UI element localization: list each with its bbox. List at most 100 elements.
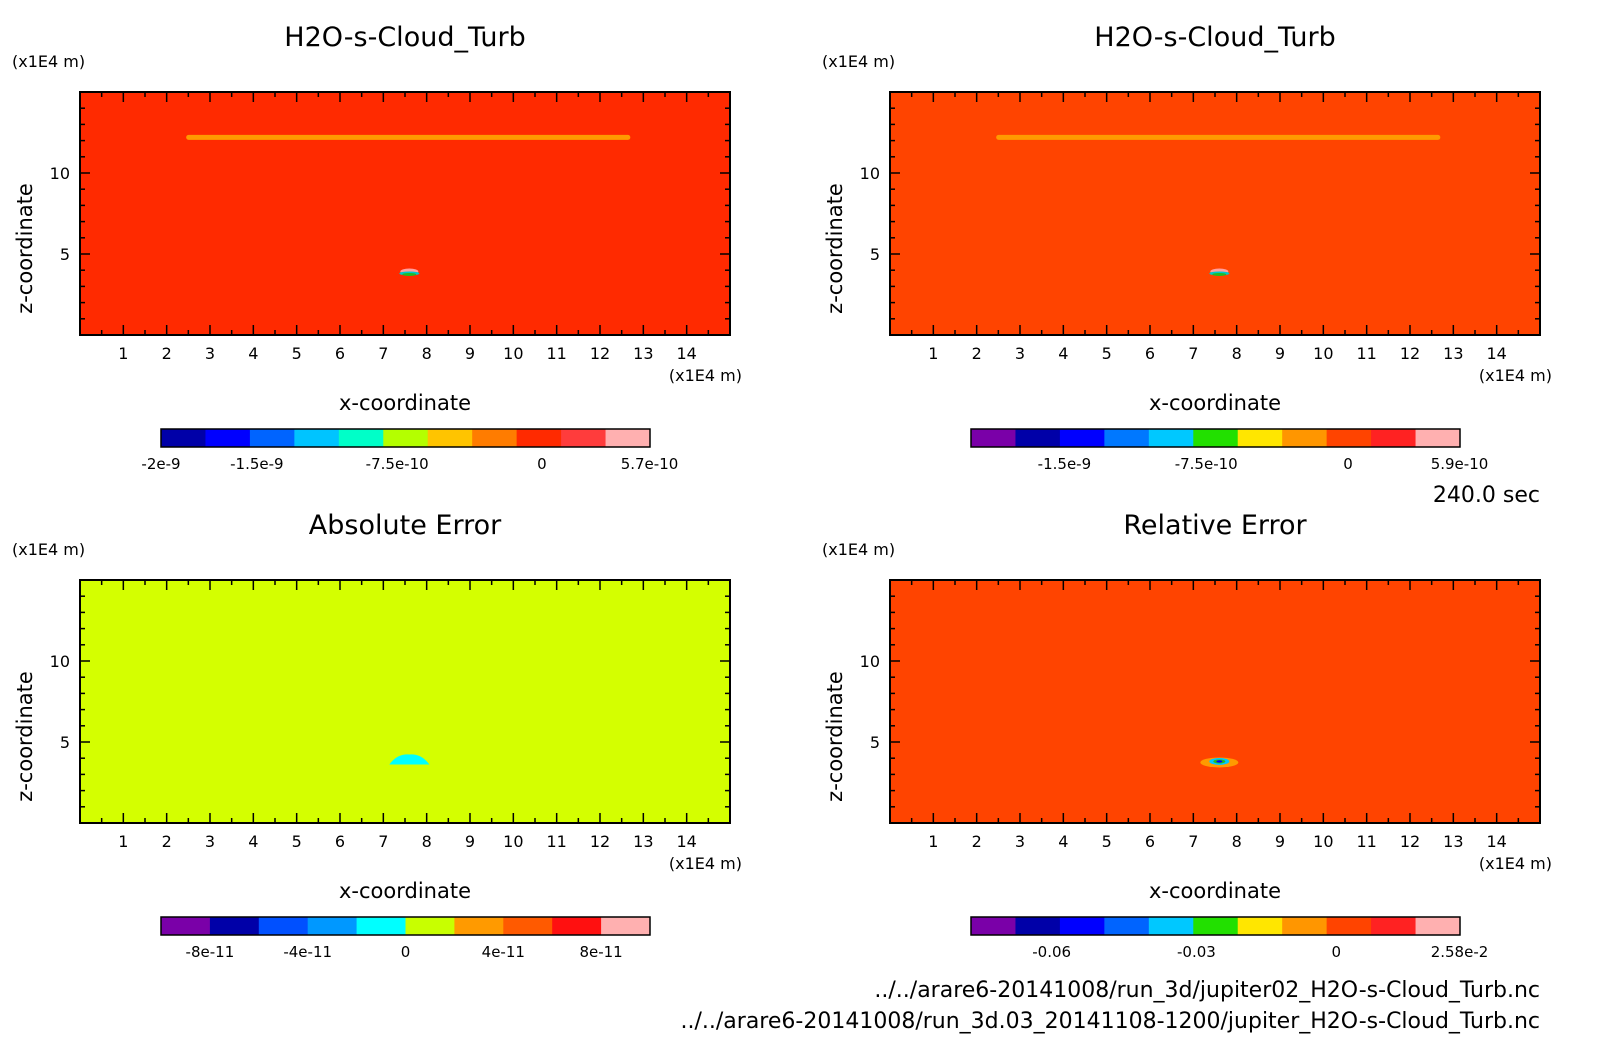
x-tick-label: 7 [1188,344,1198,363]
colorbar-frame [970,428,1461,448]
colorbar-swatch [454,917,504,935]
x-tick-label: 11 [546,832,566,851]
x-tick-label: 2 [162,832,172,851]
colorbar-swatch [1193,429,1239,447]
x-tick-label: 3 [205,344,215,363]
x-tick-label: 12 [590,344,610,363]
x-tick-label: 5 [1102,832,1112,851]
colorbar-swatch [1415,917,1461,935]
field-fill [80,92,730,335]
colorbar-swatch [561,429,607,447]
chart-title: H2O-s-Cloud_Turb [284,22,525,53]
colorbar-swatch [205,429,251,447]
field-fill [890,580,1540,823]
colorbar-tick-label: 5.9e-10 [1431,455,1489,473]
ring-core [1216,760,1223,763]
x-tick-label: 1 [928,344,938,363]
x-tick-label: 6 [1145,344,1155,363]
file-path-1: ../../arare6-20141008/run_3d/jupiter02_H… [874,978,1540,1003]
colorbar-swatch [1326,429,1372,447]
spot-inner [402,272,417,276]
x-tick-label: 10 [1313,832,1333,851]
x-axis-label: x-coordinate [339,879,471,903]
x-tick-label: 3 [1015,344,1025,363]
cloud-band [186,134,631,140]
file-path-2: ../../arare6-20141008/run_3d.03_20141108… [681,1009,1541,1034]
colorbar-swatch [1104,917,1150,935]
x-tick-label: 8 [422,344,432,363]
colorbar-tick-label: 2.58e-2 [1431,943,1489,961]
x-unit-label: (x1E4 m) [1479,854,1552,873]
colorbar-swatch [1326,917,1372,935]
x-tick-label: 12 [1400,344,1420,363]
x-tick-label: 4 [248,344,258,363]
y-unit-label: (x1E4 m) [822,540,895,559]
colorbar-swatch [1371,429,1417,447]
x-tick-label: 6 [335,344,345,363]
colorbar-swatch [1282,429,1328,447]
colorbar-swatch [1015,429,1061,447]
colorbar-swatch [1282,917,1328,935]
x-axis-label: x-coordinate [1149,879,1281,903]
y-tick-label: 10 [50,164,70,183]
colorbar-tick-label: -8e-11 [186,943,235,961]
x-tick-label: 2 [972,344,982,363]
x-unit-label: (x1E4 m) [669,366,742,385]
y-axis-label: z-coordinate [13,671,37,802]
colorbar-tick-label: 5.7e-10 [621,455,679,473]
y-tick-label: 10 [50,652,70,671]
y-unit-label: (x1E4 m) [12,540,85,559]
x-tick-label: 11 [546,344,566,363]
colorbar-swatch [1415,429,1461,447]
colorbar-swatch [1371,917,1417,935]
x-tick-label: 8 [422,832,432,851]
x-tick-label: 6 [335,832,345,851]
x-tick-label: 4 [1058,344,1068,363]
colorbar-tick-label: -2e-9 [141,455,180,473]
colorbar-tick-label: 0 [1343,455,1353,473]
colorbar-tick-label: -7.5e-10 [366,455,429,473]
colorbar-swatch [1193,917,1239,935]
x-tick-label: 12 [1400,832,1420,851]
colorbar-swatch [1148,917,1194,935]
colorbar-tick-label: 8e-11 [579,943,622,961]
chart-title: H2O-s-Cloud_Turb [1094,22,1335,53]
colorbar-swatch [1104,429,1150,447]
x-tick-label: 10 [503,832,523,851]
x-tick-label: 13 [633,344,653,363]
spot-inner [1212,272,1227,276]
colorbar-tick-label: -7.5e-10 [1175,455,1238,473]
colorbar-tick-label: 0 [537,455,547,473]
chart-panel-2: H2O-s-Cloud_Turb(x1E4 m)1 2 3 4 5 6 7 8 9 10 11 12 1… [822,22,1552,473]
x-tick-label: 5 [292,832,302,851]
colorbar-tick-label: -4e-11 [283,943,332,961]
x-tick-label: 14 [676,344,696,363]
x-tick-label: 8 [1232,832,1242,851]
colorbar-frame [160,428,651,448]
y-tick-label: 5 [870,245,880,264]
x-unit-label: (x1E4 m) [1479,366,1552,385]
x-tick-label: 1 [118,832,128,851]
colorbar-tick-label: -0.06 [1032,943,1071,961]
colorbar-tick-label: -0.03 [1177,943,1216,961]
y-unit-label: (x1E4 m) [12,52,85,71]
y-axis-label: z-coordinate [823,183,847,314]
colorbar-swatch [427,429,473,447]
x-unit-label: (x1E4 m) [669,854,742,873]
colorbar-swatch [1237,429,1283,447]
field-fill [80,580,730,823]
x-tick-label: 2 [162,344,172,363]
colorbar-swatch [503,917,553,935]
x-tick-label: 11 [1356,832,1376,851]
x-tick-label: 14 [1486,344,1506,363]
x-tick-label: 10 [503,344,523,363]
colorbar-swatch [258,917,309,935]
colorbar-swatch [209,917,260,935]
x-tick-label: 9 [1275,832,1285,851]
x-tick-label: 12 [590,832,610,851]
x-tick-label: 9 [465,832,475,851]
colorbar-swatch [605,429,651,447]
colorbar-swatch [383,429,429,447]
x-tick-label: 3 [1015,832,1025,851]
